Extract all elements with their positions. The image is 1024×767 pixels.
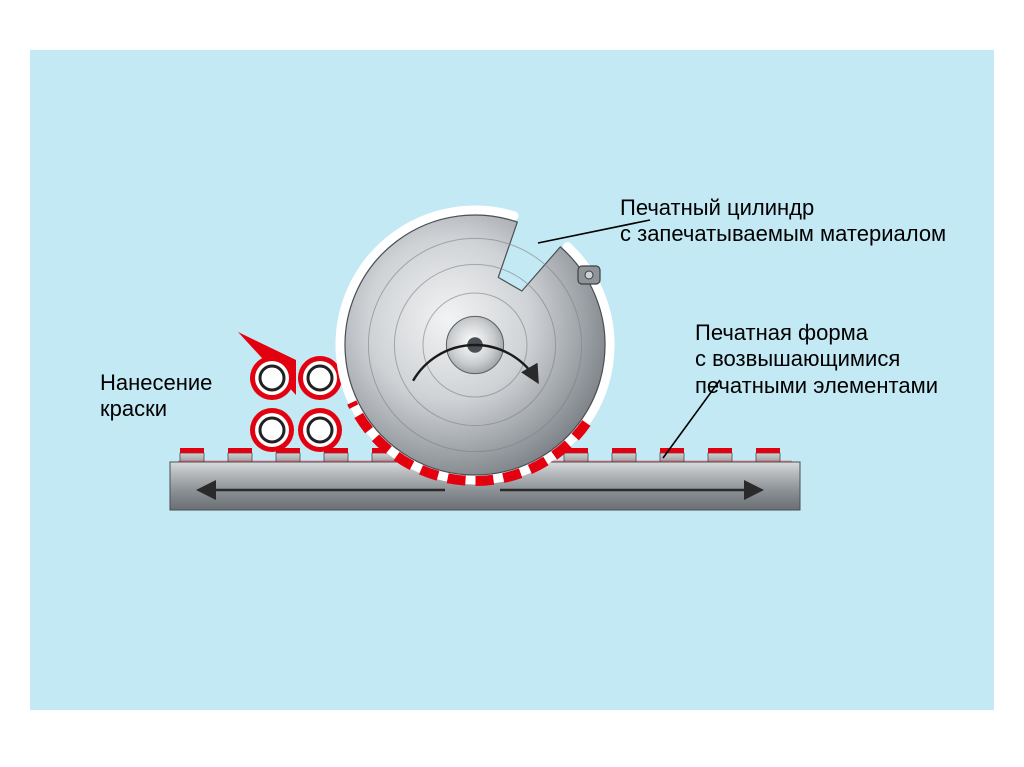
- label-plate-line1: Печатная форма: [695, 320, 938, 346]
- label-ink-line1: Нанесение: [100, 370, 212, 396]
- label-ink: Нанесение краски: [100, 370, 212, 423]
- label-cylinder: Печатный цилиндр с запечатываемым матери…: [620, 195, 946, 248]
- label-plate: Печатная форма с возвышающимися печатным…: [695, 320, 938, 399]
- diagram-stage: Нанесение краски Печатный цилиндр с запе…: [0, 0, 1024, 767]
- impression-cylinder: [340, 210, 610, 481]
- label-cylinder-line2: с запечатываемым материалом: [620, 221, 946, 247]
- label-cylinder-line1: Печатный цилиндр: [620, 195, 946, 221]
- label-ink-line2: краски: [100, 396, 212, 422]
- label-plate-line3: печатными элементами: [695, 373, 938, 399]
- label-plate-line2: с возвышающимися: [695, 346, 938, 372]
